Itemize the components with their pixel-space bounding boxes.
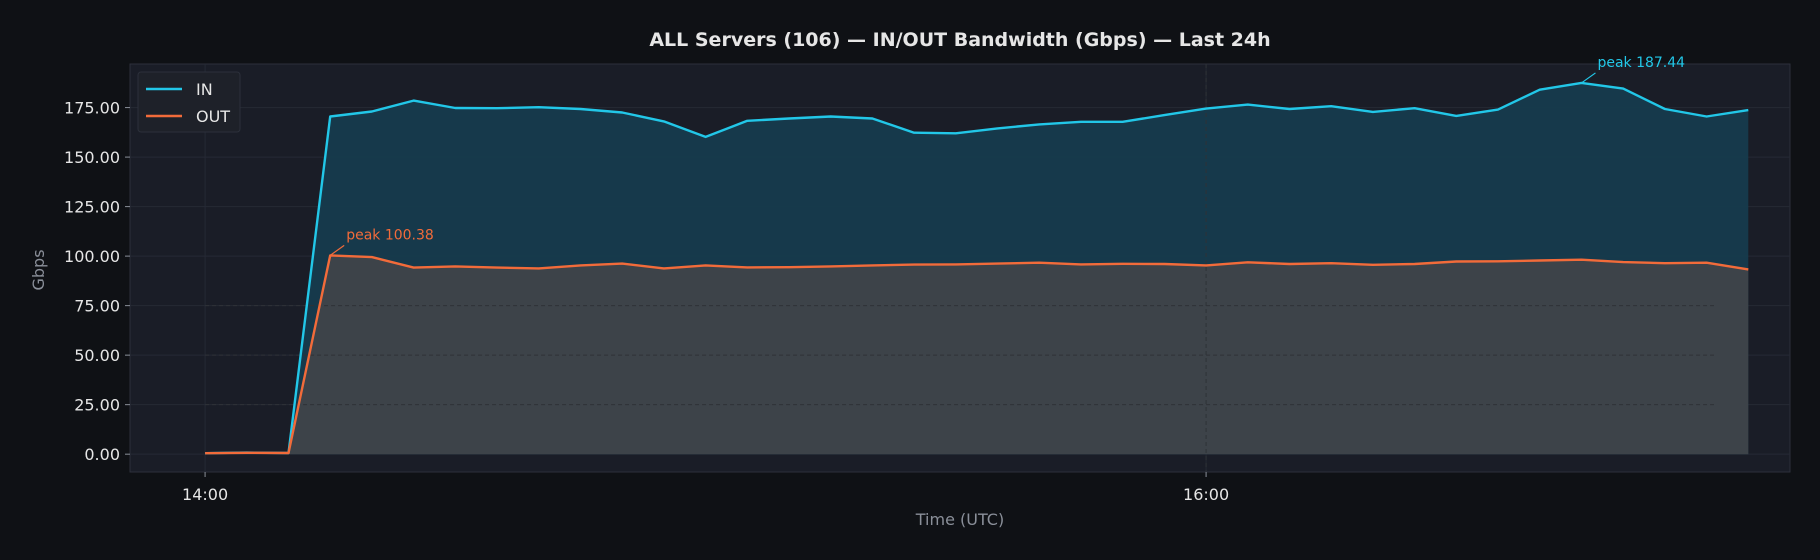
chart-title: ALL Servers (106) — IN/OUT Bandwidth (Gb… [649,29,1270,51]
y-tick-label: 50.00 [74,346,120,365]
y-tick-label: 75.00 [74,297,120,316]
series-areas [205,64,1749,472]
y-tick-label: 150.00 [64,148,120,167]
annotations: peak 187.44 peak 100.38 [329,55,1685,256]
annotation-arrow [329,244,345,256]
y-tick-label: 25.00 [74,396,120,415]
x-tick-label: 14:00 [182,485,228,504]
y-axis-label: Gbps [29,249,48,290]
y-tick-label: 125.00 [64,198,120,217]
annotation-label: peak 187.44 [1597,55,1685,71]
x-tick-label: 16:00 [1183,485,1229,504]
x-axis-label: Time (UTC) [915,510,1004,529]
legend-out-label: OUT [196,107,230,126]
legend: IN OUT [137,71,241,133]
y-tick-label: 175.00 [64,99,120,118]
series-in-line [205,81,1749,455]
annotation-arrow [1581,72,1596,84]
legend-in-label: IN [196,80,213,99]
axis-ticks: 0.00 25.00 50.00 75.00 100.00 125.00 150.00 175… [64,99,1229,504]
y-tick-label: 100.00 [64,247,120,266]
annotation-label: peak 100.38 [346,227,434,243]
y-tick-label: 0.00 [84,445,120,464]
series-lines [205,81,1749,455]
series-out-line [205,254,1749,455]
